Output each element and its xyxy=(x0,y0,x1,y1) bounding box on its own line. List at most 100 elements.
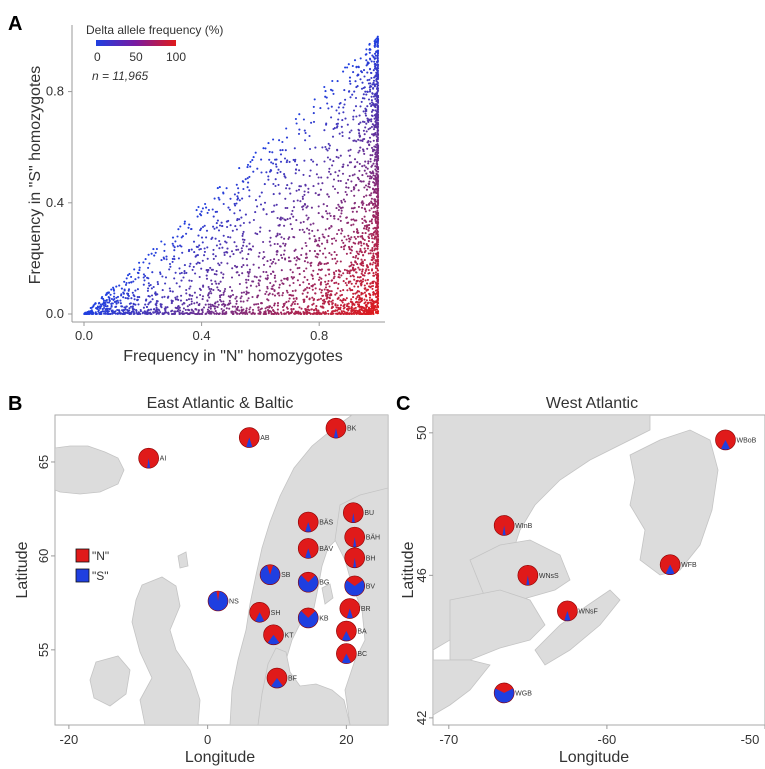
scatter-point xyxy=(351,303,354,307)
scatter-point xyxy=(286,159,289,162)
scatter-point xyxy=(221,225,224,228)
scatter-point xyxy=(376,65,379,68)
scatter-point xyxy=(176,245,179,248)
scatter-point xyxy=(370,125,373,128)
scatter-point xyxy=(295,311,298,314)
scatter-point xyxy=(231,293,235,296)
scatter-point xyxy=(242,241,245,244)
pie-S-slice xyxy=(502,525,506,536)
scatter-point xyxy=(286,184,289,187)
scatter-point xyxy=(234,311,237,314)
scatter-point xyxy=(326,241,329,244)
scatter-point xyxy=(371,54,374,57)
scatter-point xyxy=(321,302,325,305)
scatter-point xyxy=(304,241,307,245)
scatter-point xyxy=(193,251,196,254)
scatter-point xyxy=(364,112,367,115)
scatter-point xyxy=(375,301,379,304)
scatter-point xyxy=(309,169,312,172)
scatter-point xyxy=(327,142,330,145)
pie-outline xyxy=(238,427,260,448)
scatter-point xyxy=(244,178,247,181)
scatter-point xyxy=(303,311,306,314)
scatter-point xyxy=(218,186,221,189)
scatter-point xyxy=(323,298,326,301)
scatter-point xyxy=(353,59,357,62)
scatter-point xyxy=(365,299,368,302)
scatter-point xyxy=(306,286,309,289)
scatter-point xyxy=(375,306,378,309)
scatter-point xyxy=(255,285,258,288)
scatter-point xyxy=(216,187,219,190)
scatter-point xyxy=(376,114,379,117)
scatter-point xyxy=(257,279,260,282)
scatter-point xyxy=(376,72,379,75)
scatter-point xyxy=(237,187,240,190)
site-label: WInB xyxy=(515,523,532,530)
scatter-point xyxy=(330,279,333,282)
colorbar-title: Delta allele frequency (%) xyxy=(86,23,223,37)
scatter-point xyxy=(216,219,219,222)
scatter-point xyxy=(213,302,217,305)
scatter-point xyxy=(166,306,169,309)
scatter-point xyxy=(341,134,344,138)
scatter-point xyxy=(376,69,380,72)
scatter-point xyxy=(372,293,375,296)
scatter-point xyxy=(185,292,188,295)
scatter-point xyxy=(258,195,261,198)
scatter-point xyxy=(176,298,179,301)
scatter-point xyxy=(229,236,232,239)
scatter-point xyxy=(376,154,379,157)
scatter-point xyxy=(376,92,379,95)
scatter-point xyxy=(281,291,285,295)
scatter-point xyxy=(349,148,352,151)
scatter-point xyxy=(327,312,330,315)
scatter-point xyxy=(316,229,319,232)
scatter-point xyxy=(123,280,126,283)
scatter-point xyxy=(354,309,358,312)
scatter-point xyxy=(208,296,211,299)
scatter-point xyxy=(113,311,116,314)
scatter-point xyxy=(248,221,251,224)
scatter-point xyxy=(238,282,241,286)
pie-S-slice xyxy=(305,548,312,559)
scatter-point xyxy=(286,206,289,210)
scatter-point xyxy=(297,132,301,135)
scatter-point xyxy=(373,63,376,66)
scatter-point xyxy=(212,253,215,256)
pie-S-slice xyxy=(267,634,280,645)
scatter-point xyxy=(170,312,173,316)
scatter-point xyxy=(308,309,311,312)
scatter-point xyxy=(286,278,289,281)
scatter-point xyxy=(308,297,311,300)
scatter-point xyxy=(227,302,230,305)
scatter-point xyxy=(236,271,239,274)
scatter-point xyxy=(213,197,216,200)
scatter-point xyxy=(333,282,336,285)
scatter-point xyxy=(148,262,151,265)
ireland-landmass xyxy=(89,655,131,707)
scatter-point xyxy=(376,148,379,151)
site-label: NS xyxy=(229,599,239,606)
scatter-point xyxy=(222,234,225,237)
scatter-point xyxy=(366,71,369,74)
scatter-point xyxy=(348,272,351,275)
scatter-point xyxy=(376,285,380,288)
scatter-point xyxy=(369,282,372,285)
scatter-point xyxy=(318,261,321,264)
scatter-point xyxy=(327,235,330,238)
scatter-point xyxy=(212,288,215,292)
scatter-point xyxy=(303,231,306,234)
scatter-point xyxy=(359,297,362,301)
scatter-point xyxy=(354,256,357,259)
scatter-point xyxy=(248,311,251,314)
scatter-point xyxy=(325,294,328,297)
scatter-point xyxy=(291,277,294,280)
scatter-point xyxy=(372,227,375,230)
scatter-point xyxy=(339,154,342,157)
scatter-point xyxy=(332,92,335,95)
scatter-point xyxy=(348,307,351,310)
scatter-point xyxy=(219,243,222,246)
scatter-point xyxy=(321,182,324,185)
